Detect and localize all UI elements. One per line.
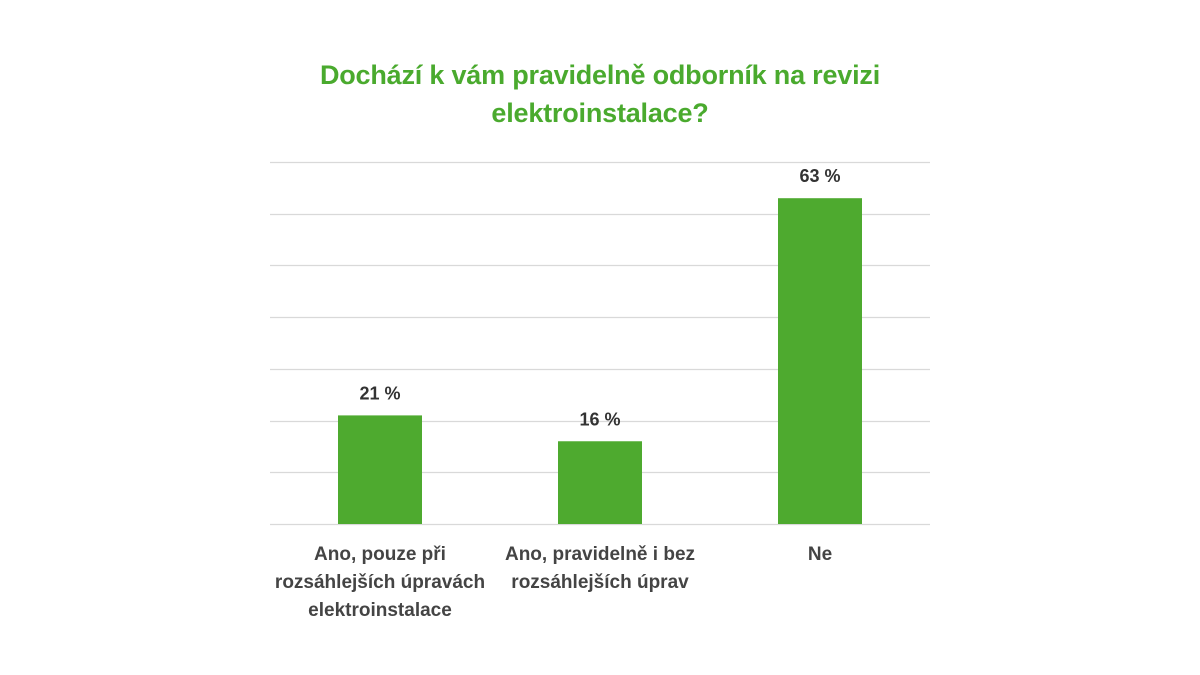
x-tick-label-line: rozsáhlejších úpravách — [275, 572, 485, 593]
data-label: 16 % — [579, 409, 620, 429]
x-tick-label: Ano, pouze při rozsáhlejších úpravách elek… — [275, 544, 485, 621]
x-tick-label-line: elektroinstalace — [308, 600, 452, 621]
bar — [338, 415, 422, 524]
x-tick-label-line: Ano, pouze při — [314, 544, 446, 565]
data-label: 63 % — [799, 166, 840, 186]
x-tick-label: Ne — [808, 544, 832, 565]
bar — [778, 198, 862, 524]
x-tick-label-line: Ne — [808, 544, 832, 565]
bar — [558, 441, 642, 524]
chart-title: Dochází k vám pravidelně odborník na rev… — [319, 60, 881, 128]
data-label: 21 % — [359, 383, 400, 403]
x-tick-label-line: Ano, pravidelně i bez — [505, 544, 695, 565]
x-tick-label-line: rozsáhlejších úprav — [511, 572, 689, 593]
x-tick-label: Ano, pravidelně i bez rozsáhlejších úprav — [505, 544, 695, 593]
